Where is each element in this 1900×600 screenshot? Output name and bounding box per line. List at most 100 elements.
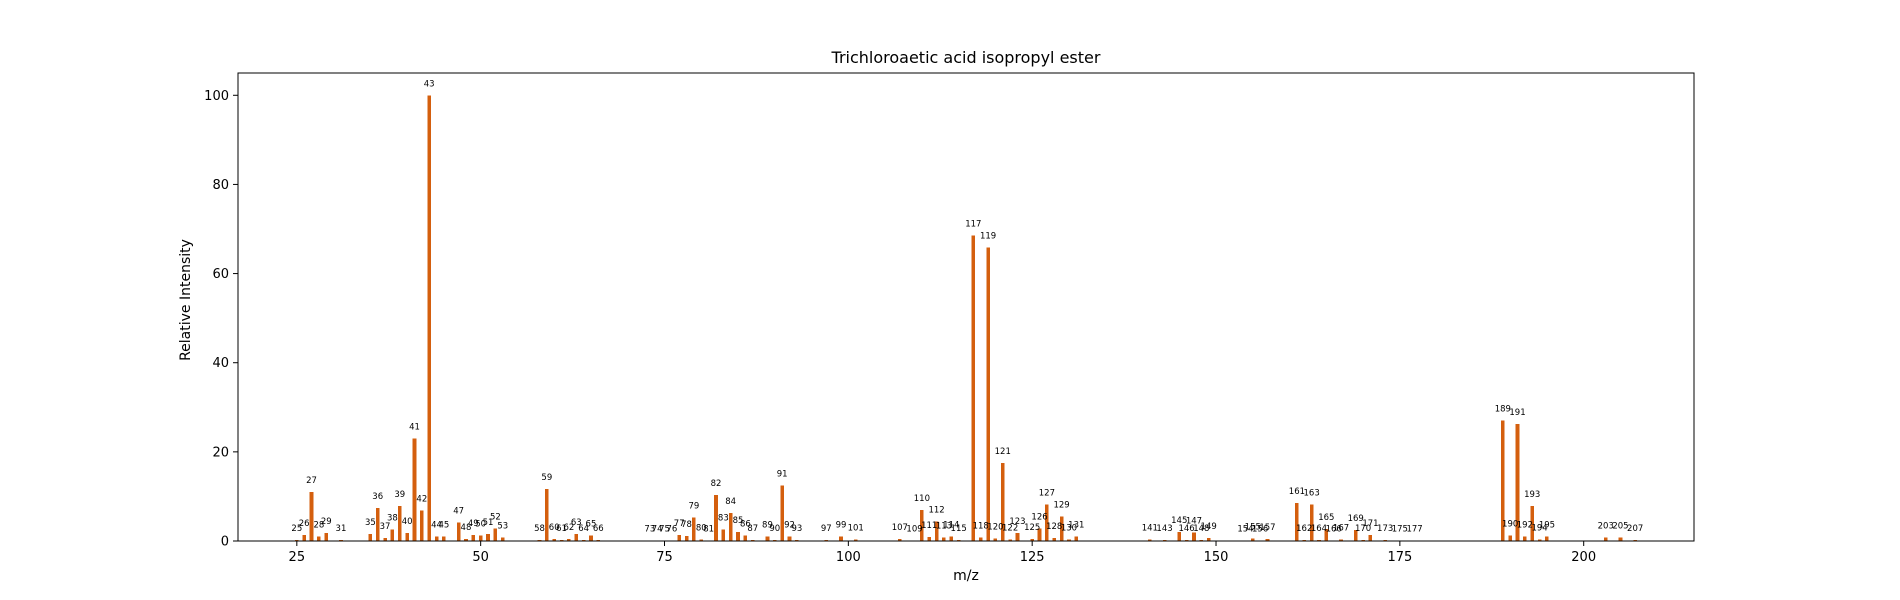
peak-bar-141 [1148,539,1152,541]
peak-label-37: 37 [380,522,391,532]
peak-bar-171 [1368,535,1373,541]
peak-label-192: 192 [1517,521,1533,531]
peak-label-141: 141 [1142,524,1158,534]
peak-bar-149 [1206,537,1211,541]
peak-label-165: 165 [1318,513,1334,523]
peak-bar-122 [1008,539,1012,541]
peak-label-76: 76 [666,525,677,535]
peak-bar-117 [971,235,976,541]
peak-bar-91 [780,485,784,541]
peak-label-117: 117 [965,220,981,230]
peak-bar-83 [721,529,726,541]
peak-label-73: 73 [644,525,655,535]
peak-label-123: 123 [1009,517,1025,527]
peak-label-118: 118 [973,521,989,531]
peak-bar-48 [464,538,468,541]
peak-bar-191 [1515,424,1520,541]
peak-bar-35 [368,533,373,541]
peak-bar-189 [1501,420,1505,541]
peak-bar-193 [1530,506,1535,541]
peak-label-129: 129 [1053,500,1069,510]
peak-label-62: 62 [563,523,574,533]
peak-label-27: 27 [306,476,317,486]
peak-bar-52 [493,528,498,541]
peak-label-38: 38 [387,513,398,523]
peak-bar-169 [1353,529,1358,541]
peak-label-113: 113 [936,521,952,531]
peak-bar-27 [309,491,314,541]
peak-label-75: 75 [659,525,670,535]
peak-label-63: 63 [571,518,582,528]
peak-bar-119 [986,247,990,541]
peak-label-148: 148 [1193,524,1209,534]
peak-bar-79 [692,517,696,541]
peak-label-130: 130 [1061,524,1077,534]
y-tick-label-20: 20 [212,445,229,460]
peak-bar-28 [317,536,321,541]
peak-bar-121 [1000,463,1005,541]
peak-label-149: 149 [1201,522,1217,532]
peak-label-127: 127 [1039,488,1055,498]
peak-label-66: 66 [593,524,604,534]
peak-label-81: 81 [703,525,714,535]
peak-bar-114 [949,536,954,541]
peak-label-91: 91 [777,469,788,479]
peak-label-41: 41 [409,422,420,432]
peak-bar-39 [397,506,402,541]
peak-label-48: 48 [461,523,472,533]
peak-label-60: 60 [549,523,560,533]
peak-label-125: 125 [1024,523,1040,533]
peak-bar-44 [434,536,439,541]
peak-label-79: 79 [689,501,700,511]
peak-label-154: 154 [1237,525,1253,535]
peak-label-36: 36 [372,492,383,502]
peak-label-205: 205 [1612,521,1628,531]
y-tick-label-100: 100 [204,89,229,104]
peak-label-190: 190 [1502,520,1518,530]
peak-label-58: 58 [534,524,545,534]
x-tick-label-175: 175 [1387,550,1412,565]
peak-label-50: 50 [475,520,486,530]
peak-label-52: 52 [490,513,501,523]
peak-label-107: 107 [892,523,908,533]
x-tick-label-50: 50 [472,550,489,565]
peak-label-195: 195 [1539,521,1555,531]
peak-label-191: 191 [1509,408,1525,418]
peak-label-97: 97 [821,524,832,534]
peak-bar-192 [1523,536,1527,541]
peak-bar-112 [934,521,939,541]
peak-bar-127 [1045,504,1049,541]
peak-bar-99 [839,536,843,541]
peak-label-89: 89 [762,521,773,531]
peak-label-163: 163 [1304,488,1320,498]
peak-bar-123 [1015,532,1020,541]
peak-label-120: 120 [987,522,1003,532]
peak-label-26: 26 [299,519,310,529]
peak-label-126: 126 [1031,513,1047,523]
peak-label-59: 59 [541,473,552,483]
peak-label-171: 171 [1362,519,1378,529]
peak-bar-50 [478,535,483,541]
peak-bar-161 [1295,503,1299,541]
peak-bar-65 [589,535,593,541]
plot-frame [237,72,1695,542]
peak-bar-101 [853,539,858,541]
peak-label-61: 61 [556,524,567,534]
chart-title: Trichloroaetic acid isopropyl ester [831,48,1101,67]
peak-label-99: 99 [836,521,847,531]
peak-label-157: 157 [1259,523,1275,533]
peak-label-175: 175 [1392,525,1408,535]
peak-label-189: 189 [1495,405,1511,415]
peak-label-170: 170 [1355,524,1371,534]
peak-bar-51 [486,533,490,541]
peak-bar-194 [1537,539,1542,541]
peak-bar-49 [471,534,476,541]
y-axis-label: Relative Intensity [178,239,194,361]
peak-bar-92 [787,536,792,541]
peak-label-177: 177 [1406,525,1422,535]
peak-bar-155 [1250,538,1255,541]
peak-label-80: 80 [696,524,707,534]
peak-bar-130 [1067,539,1071,541]
peak-bar-41 [412,438,417,541]
